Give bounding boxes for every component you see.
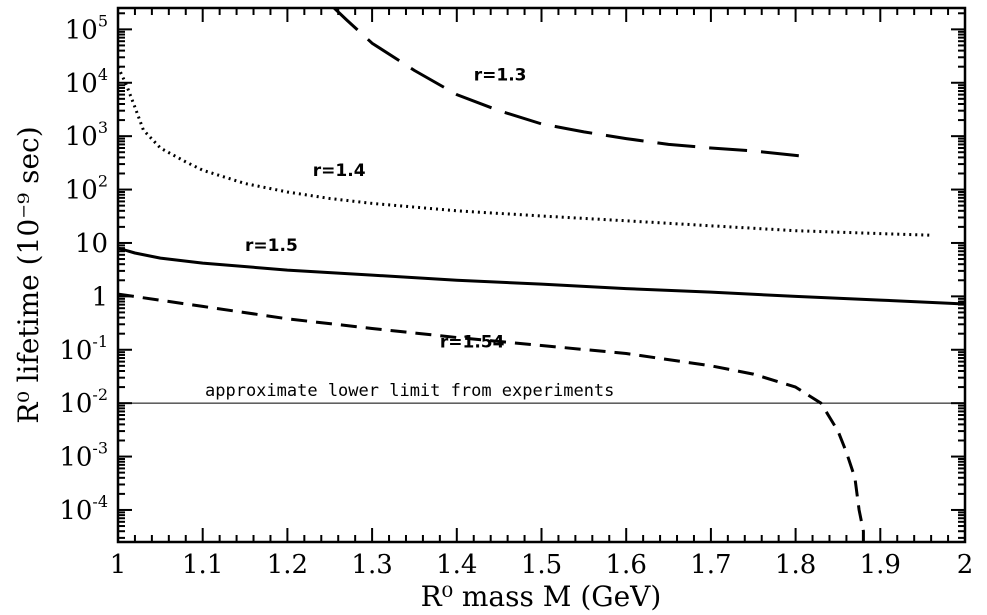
y-axis-label: R⁰ lifetime (10⁻⁹ sec) [12,126,45,423]
series-line-r=1.3 [331,8,805,158]
y-tick-label: 104 [65,65,108,99]
x-tick-label: 1 [110,550,127,580]
x-tick-label: 1.8 [775,550,816,580]
series-line-r=1.5 [118,246,965,306]
curve-label-r=1.54: r=1.54 [440,333,505,353]
x-tick-label: 1.1 [182,550,223,580]
curve-label-r=1.4: r=1.4 [313,161,366,181]
series-line-r=1.54 [118,292,865,542]
y-tick-label: 10-4 [59,492,108,526]
x-axis-label: R⁰ mass M (GeV) [421,580,662,613]
curve-labels-layer: r=1.3 r=1.4 r=1.5 r=1.54 [245,66,526,353]
x-tick-label: 1.2 [267,550,308,580]
y-tick-label: 10-1 [59,332,108,366]
plot-frame [116,6,967,544]
x-tick-label: 1.7 [690,550,731,580]
x-tick-label: 1.6 [606,550,647,580]
y-tick-label: 10-3 [59,439,108,473]
y-tick-label: 103 [65,118,108,152]
ticks-layer: 1 1.1 1.2 1.3 1.4 1.5 1.6 1.7 1.8 1.9 2 105 104 103 10… [59,8,973,580]
y-tick-label: 10-2 [59,385,108,419]
series-line-r=1.4 [118,66,932,237]
curve-label-r=1.3: r=1.3 [474,66,527,86]
y-tick-label: 1 [91,282,108,312]
x-tick-label: 2 [957,550,974,580]
x-tick-label: 1.4 [436,550,477,580]
curve-label-r=1.5: r=1.5 [245,236,298,256]
y-tick-label: 10 [75,229,108,259]
reference-line-layer: approximate lower limit from experiments [118,381,965,404]
x-tick-label: 1.3 [351,550,392,580]
curves-layer [118,8,965,542]
y-tick-label: 102 [65,172,108,206]
y-tick-label: 105 [65,11,108,45]
reference-line-label: approximate lower limit from experiments [205,381,614,401]
x-tick-label: 1.9 [860,550,901,580]
x-tick-label: 1.5 [521,550,562,580]
